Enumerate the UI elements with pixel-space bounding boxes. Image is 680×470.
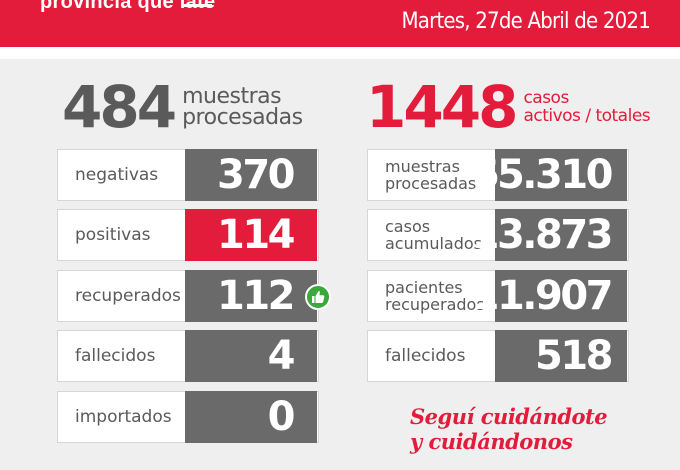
stat-value: 114 [185,209,317,261]
samples-total-label-line1: muestras [182,84,282,109]
stat-row-negativas: negativas 370 [57,149,319,201]
stat-value: 0 [185,391,317,443]
stat-label: casos acumulados [367,209,495,261]
samples-summary: 484 muestras procesadas [62,76,303,138]
stat-label-line1: casos [385,217,431,236]
cases-total-label: casos activos / totales [523,89,650,125]
stat-label: negativas [75,165,159,185]
cases-total-label-line1: casos [523,88,569,108]
slogan-line2: y cuidándonos [410,429,573,454]
stat-label: fallecidos [385,346,466,366]
samples-total-label-line2: procesadas [182,105,303,130]
cases-total-number: 1448 [366,73,518,141]
slogan-line1: Seguí cuidándote [410,404,608,429]
stat-row-fallecidos-total: fallecidos 518 [367,330,629,382]
stat-value: 518 [495,330,627,382]
thumbs-up-glyph [312,291,325,303]
stat-label: recuperados [75,286,181,306]
stat-value: 13.873 [472,209,627,261]
stat-label-line1: pacientes [385,278,463,297]
stat-row-casos-acumulados: casos acumulados 13.873 [367,209,629,261]
cases-summary: 1448 casos activos / totales [366,73,651,141]
thumbs-up-icon [305,284,331,310]
stat-row-pacientes-recuperados: pacientes recuperados 11.907 [367,270,629,322]
stat-label-line1: muestras [385,157,460,176]
header-banner: provincia que late Martes, 27de Abril de… [0,0,680,47]
stat-label-line2: recuperados [385,295,485,314]
stat-label: muestras procesadas [367,149,495,201]
logo-underline [184,4,212,7]
stat-value: 370 [185,149,317,201]
stat-label: pacientes recuperados [367,270,495,322]
logo-text: provincia que late [40,0,216,13]
stat-row-positivas: positivas 114 [57,209,319,261]
stat-row-fallecidos: fallecidos 4 [57,330,319,382]
stat-value: 11.907 [472,270,627,322]
samples-total-label: muestras procesadas [182,84,303,130]
header-divider [0,47,680,59]
stat-label: importados [75,407,172,427]
stat-row-recuperados: recuperados 112 [57,270,319,322]
stat-label-line2: acumulados [385,234,482,253]
stat-label: positivas [75,225,151,245]
stat-label: fallecidos [75,346,156,366]
stat-row-muestras-procesadas: muestras procesadas 65.310 [367,149,629,201]
cases-total-label-line2: activos / totales [523,106,651,126]
stat-value: 65.310 [472,149,627,201]
slogan: Seguí cuidándote y cuidándonos [410,404,608,454]
stat-value: 4 [185,330,317,382]
stat-row-importados: importados 0 [57,391,319,443]
stat-value: 112 [185,270,317,322]
date-label: Martes, 27de Abril de 2021 [401,9,651,34]
stat-label-line2: procesadas [385,174,477,193]
samples-total-number: 484 [62,73,177,141]
